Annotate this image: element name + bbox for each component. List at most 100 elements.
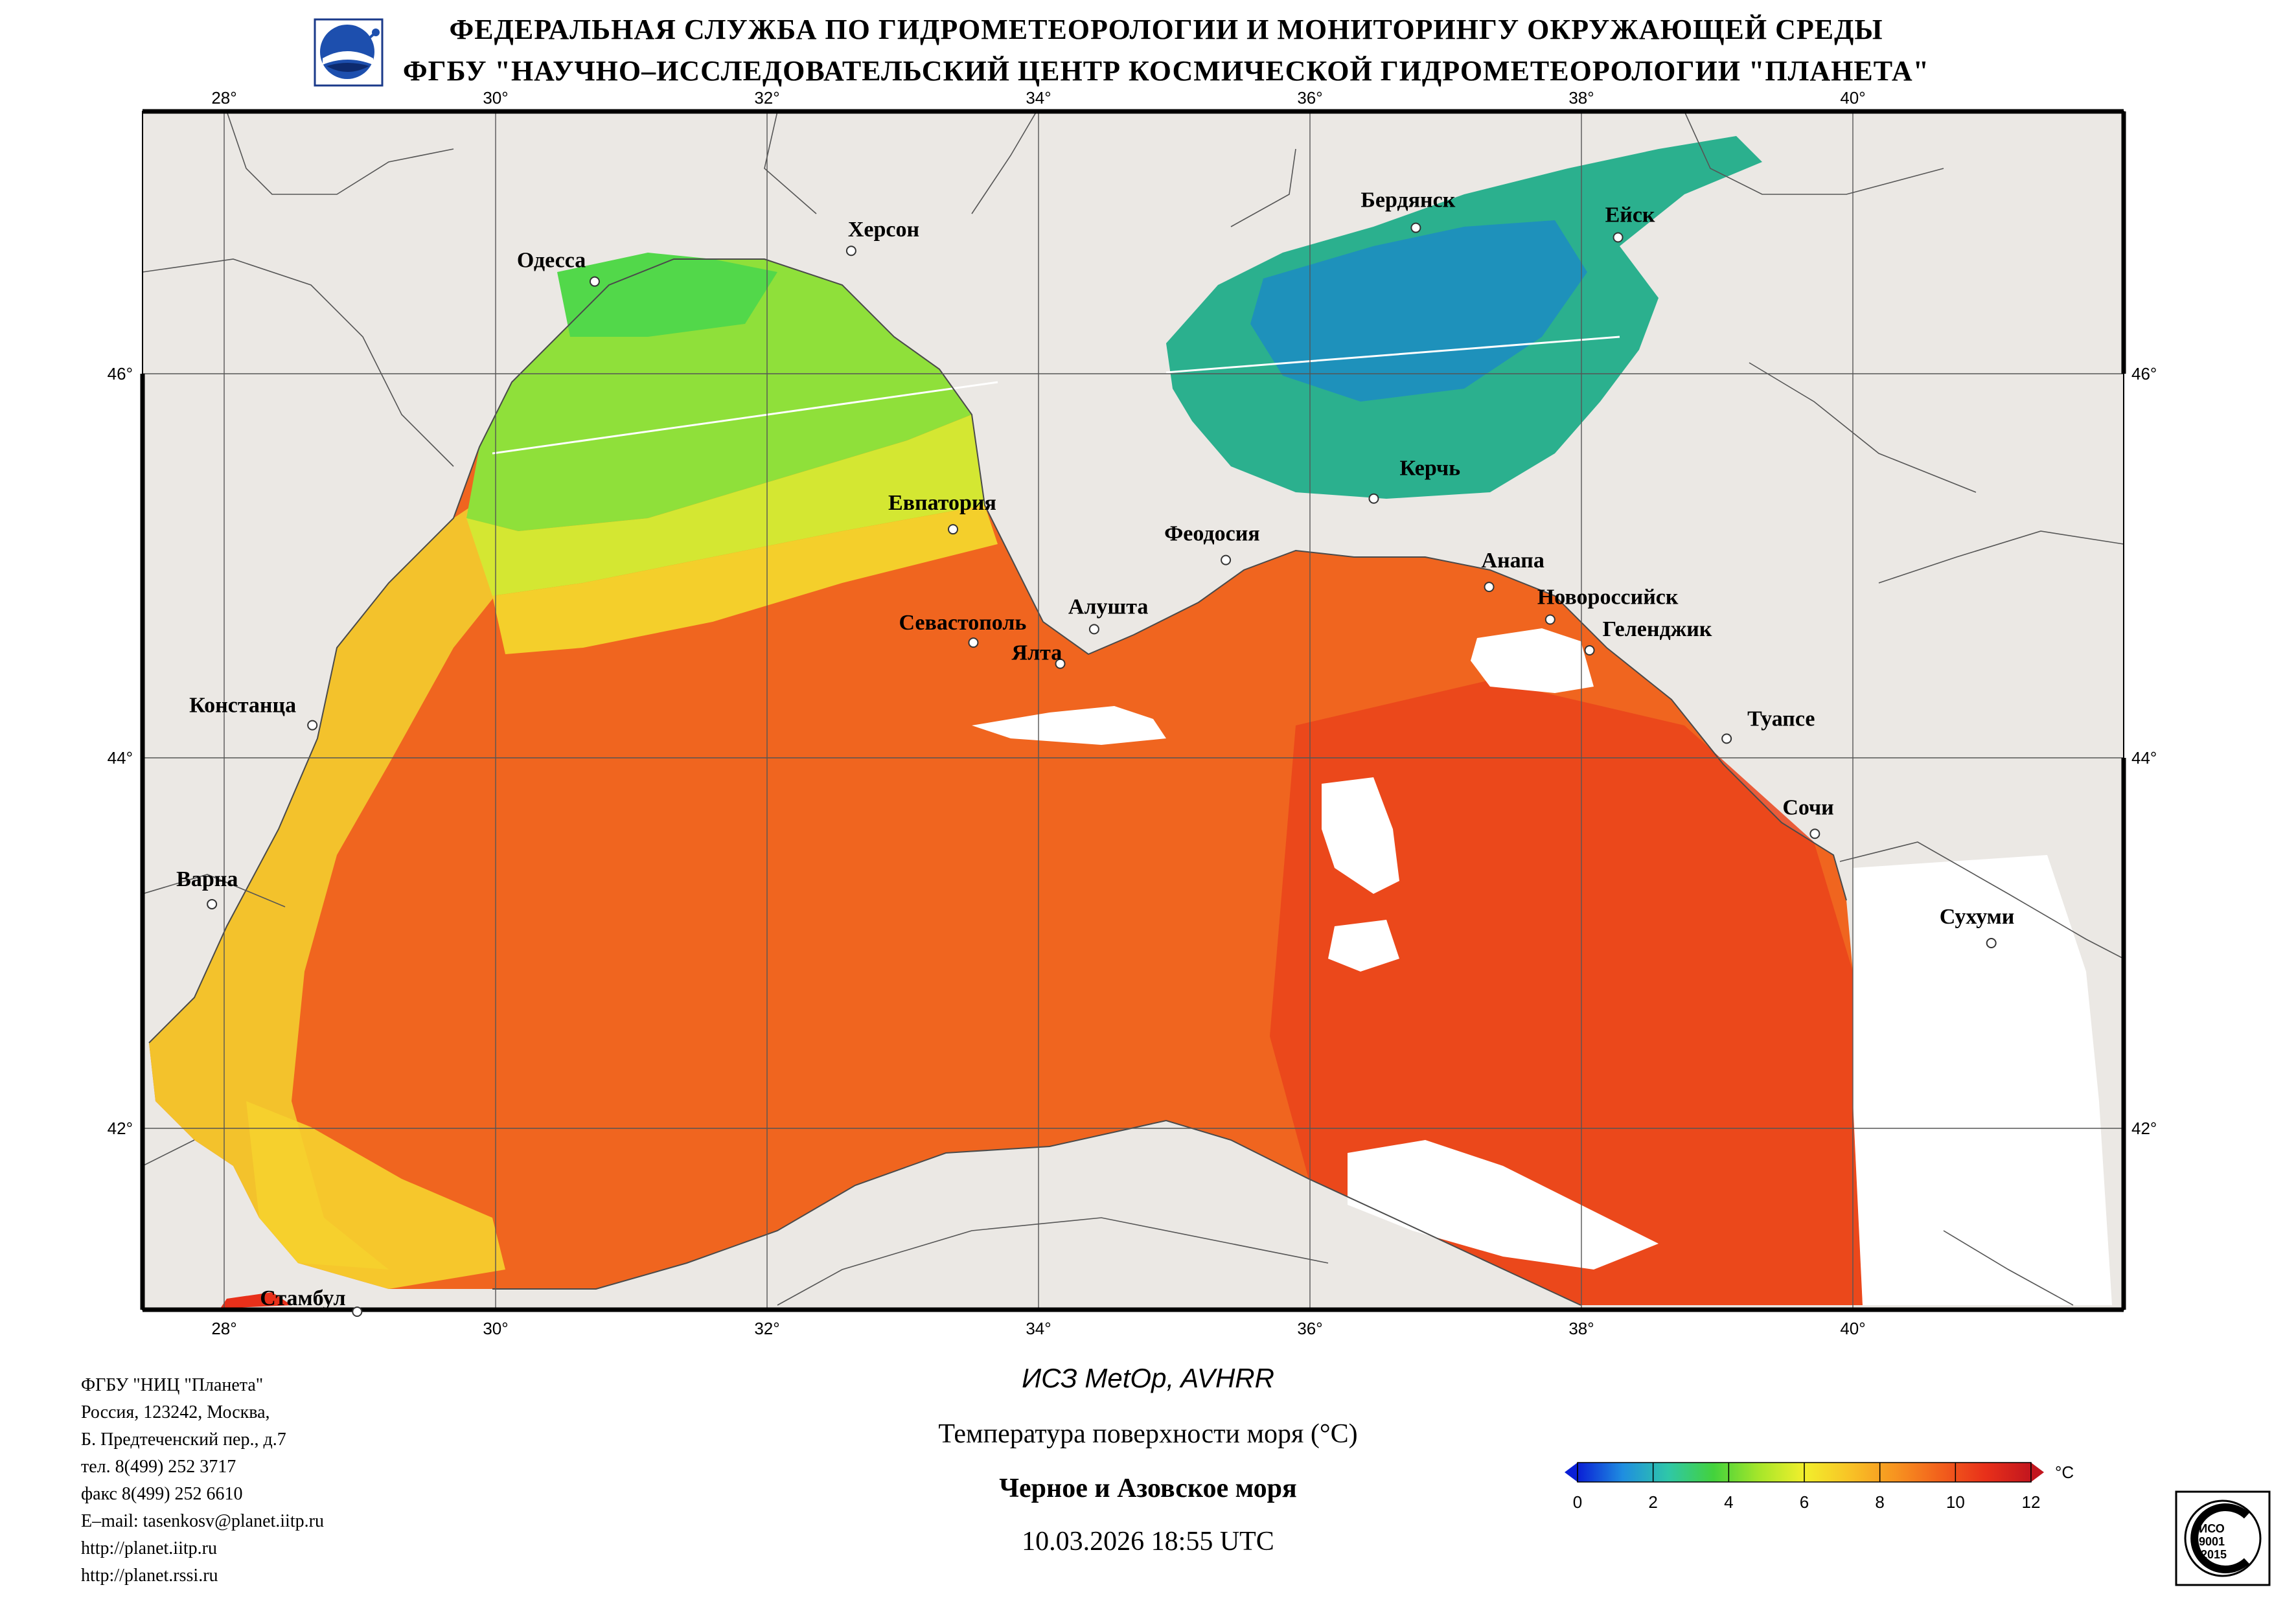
city-label: Сочи: [1782, 795, 1833, 819]
city-dot: [968, 637, 979, 648]
city-dot: [1809, 828, 1820, 839]
city-label: Ялта: [1012, 641, 1062, 665]
colorbar-tick-label: 6: [1800, 1492, 1809, 1512]
city-label: Варна: [176, 867, 238, 891]
city-label: Бердянск: [1360, 188, 1455, 212]
nw-shelf-yellow: [492, 505, 998, 654]
lon-label-bottom: 40°: [1840, 1319, 1865, 1338]
iso-line1: ИСО: [2199, 1522, 2225, 1535]
lon-label-bottom: 30°: [483, 1319, 508, 1338]
lat-label-left: 42°: [108, 1119, 133, 1138]
nw-scan-gap: [492, 381, 998, 455]
colorbar-tick-label: 12: [2022, 1492, 2041, 1512]
city-dot: [1584, 644, 1595, 655]
header-title-line2: ФГБУ "НАУЧНО–ИССЛЕДОВАТЕЛЬСКИЙ ЦЕНТР КОС…: [402, 55, 1930, 87]
region-label: Черное и Азовское моря: [999, 1474, 1297, 1503]
city-label: Анапа: [1482, 549, 1544, 573]
org-info-line: E–mail: tasenkosv@planet.iitp.ru: [81, 1511, 324, 1531]
city-dot: [207, 898, 218, 909]
colorbar-tick-label: 2: [1648, 1492, 1657, 1512]
city-dot: [1221, 554, 1232, 565]
lat-label-right: 42°: [2131, 1119, 2157, 1138]
lon-label-bottom: 38°: [1568, 1319, 1594, 1338]
colorbar-left-arrow: [1565, 1463, 1578, 1482]
datetime-label: 10.03.2026 18:55 UTC: [1022, 1527, 1274, 1556]
colorbar-tick-label: 4: [1724, 1492, 1733, 1512]
south-coastline: [492, 1119, 1581, 1306]
header-title-line1: ФЕДЕРАЛЬНАЯ СЛУЖБА ПО ГИДРОМЕТЕОРОЛОГИИ …: [449, 14, 1883, 45]
city-label: Севастополь: [899, 611, 1026, 635]
city-dot: [1410, 222, 1421, 233]
city-label: Сухуми: [1940, 905, 2015, 929]
lon-label-top: 30°: [483, 88, 508, 108]
graticule: [143, 111, 2124, 1310]
lat-label-right: 46°: [2131, 364, 2157, 383]
city-dot: [1986, 938, 1997, 948]
country-borders: [143, 111, 2124, 1306]
city-dot: [1613, 232, 1624, 243]
city-dot: [1484, 582, 1495, 593]
cool-southwest: [246, 1101, 505, 1289]
city-markers: Одесса Херсон Бердянск Ейск Евпатория Феодоси…: [176, 188, 2015, 1317]
lon-label-top: 28°: [211, 88, 236, 108]
colorbar-tick-label: 0: [1573, 1492, 1582, 1512]
colorbar-ticks: 0 2 4 6 8 10 12: [1573, 1463, 2041, 1512]
azov-scan-gap: [1165, 336, 1620, 374]
city-dot: [1055, 658, 1066, 669]
city-dot: [589, 276, 600, 287]
lon-labels-top: 28° 30° 32° 34° 36° 38° 40°: [211, 88, 1865, 108]
lon-label-top: 34°: [1026, 88, 1051, 108]
lon-label-top: 32°: [754, 88, 779, 108]
org-info-line: Россия, 123242, Москва,: [81, 1402, 270, 1422]
bosphorus-red: [220, 1292, 292, 1308]
lat-label-right: 44°: [2131, 748, 2157, 768]
org-info-line: факс 8(499) 252 6610: [81, 1484, 243, 1504]
parameter-label: Температура поверхности моря (°C): [938, 1419, 1358, 1449]
lon-label-bottom: 32°: [754, 1319, 779, 1338]
colorbar-right-arrow: [2031, 1463, 2044, 1482]
lat-label-left: 46°: [108, 364, 133, 383]
lon-label-top: 40°: [1840, 88, 1865, 108]
city-dot: [948, 524, 959, 535]
iso-line2: 9001: [2199, 1535, 2225, 1548]
city-label: Херсон: [848, 218, 919, 242]
nw-shelf-mid: [466, 415, 985, 596]
city-label: Евпатория: [888, 491, 996, 515]
iso-line3: -2015: [2197, 1548, 2227, 1561]
colorbar: 0 2 4 6 8 10 12 °C: [1565, 1462, 2074, 1512]
city-label: Феодосия: [1164, 522, 1260, 546]
lat-labels-right: 46° 44° 42°: [2131, 364, 2157, 1138]
city-dot: [307, 720, 318, 731]
city-dot: [1368, 493, 1379, 504]
city-label: Одесса: [517, 249, 586, 273]
satellite-label: ИСЗ MetOp, AVHRR: [1022, 1363, 1274, 1393]
lon-label-top: 38°: [1568, 88, 1594, 108]
org-info-line: Б. Предтеченский пер., д.7: [81, 1430, 286, 1450]
colorbar-tick-label: 10: [1946, 1492, 1965, 1512]
colorbar-unit: °C: [2055, 1463, 2074, 1482]
city-dot: [1088, 624, 1099, 635]
city-label: Стамбул: [260, 1286, 345, 1310]
lat-labels-left: 46° 44° 42°: [108, 364, 133, 1138]
city-label: Новороссийск: [1537, 586, 1679, 610]
lat-label-left: 44°: [108, 748, 133, 768]
coastline: [148, 258, 1847, 1043]
city-dot: [352, 1306, 363, 1317]
org-info-line: ФГБУ "НИЦ "Планета": [81, 1375, 264, 1395]
colorbar-tick-label: 8: [1875, 1492, 1884, 1512]
odessa-coast-green: [557, 253, 777, 337]
cool-west-coast: [149, 492, 505, 1270]
lon-label-bottom: 28°: [211, 1319, 236, 1338]
city-dot: [1544, 614, 1556, 625]
azov-central-cool: [1250, 220, 1587, 402]
cloud-mask: [972, 628, 2112, 1305]
city-dot: [845, 245, 856, 256]
planeta-logo: [314, 18, 384, 87]
lon-label-top: 36°: [1297, 88, 1322, 108]
iso-certificate-badge: ИСО 9001 -2015: [2175, 1490, 2271, 1586]
city-label: Алушта: [1068, 595, 1148, 619]
city-dot: [1721, 733, 1732, 744]
lon-label-bottom: 36°: [1297, 1319, 1322, 1338]
org-info-line: http://planet.iitp.ru: [81, 1538, 217, 1558]
